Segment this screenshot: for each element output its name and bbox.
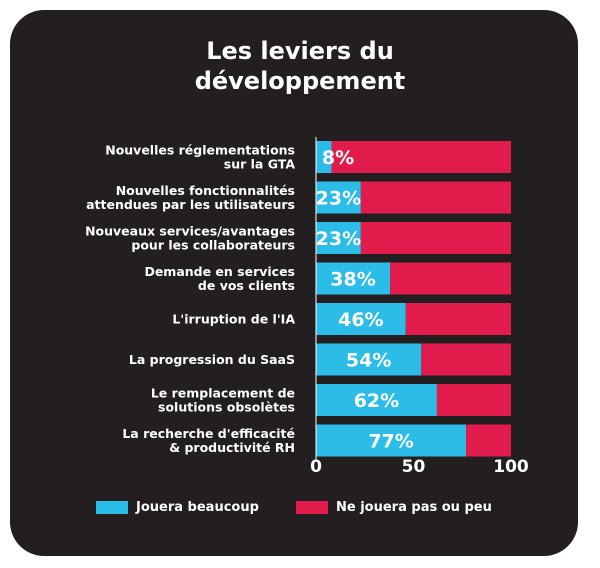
category-label-7-line-0: La recherche d'efficacité [122,426,295,441]
bar-ne-jouera-pas-7 [466,424,511,457]
category-label-2-line-1: pour les collaborateurs [131,238,295,253]
bar-jouera-beaucoup-6 [316,384,437,416]
bar-ne-jouera-pas-0 [331,141,511,173]
category-label-2-line-0: Nouveaux services/avantages [85,224,295,239]
category-label-3-line-1: de vos clients [198,278,295,293]
bar-ne-jouera-pas-6 [436,384,511,416]
bar-ne-jouera-pas-4 [405,303,511,335]
bar-jouera-beaucoup-5 [316,343,422,376]
category-label-3-line-0: Demande en services [144,264,295,279]
bar-value-label-2: 23% [316,228,361,250]
legend-item-ne-jouera-pas: Ne jouera pas ou peu [296,497,492,517]
bar-ne-jouera-pas-1 [360,181,511,214]
bar-value-label-4: 46% [338,309,383,331]
legend-swatch-ne-jouera-pas [296,500,328,514]
bar-jouera-beaucoup-4 [316,303,406,335]
bar-value-label-0: 8% [322,147,354,169]
bar-ne-jouera-pas-3 [390,262,511,295]
bar-jouera-beaucoup-2 [316,222,361,254]
category-label-6-line-1: solutions obsolètes [158,400,295,415]
category-label-7-line-1: & productivité RH [169,440,295,455]
category-label-4-line-0: L'irruption de l'IA [172,312,295,327]
bar-value-label-1: 23% [316,188,361,210]
category-label-6-line-0: Le remplacement de [151,386,295,401]
x-tick-label-100: 100 [493,457,529,477]
bar-value-label-6: 62% [354,390,399,412]
category-label-0-line-0: Nouvelles réglementations [105,143,295,158]
bar-ne-jouera-pas-5 [421,343,511,376]
category-label-1-line-0: Nouvelles fonctionnalités [116,183,295,198]
legend-label-jouera-beaucoup: Jouera beaucoup [136,499,259,515]
bar-ne-jouera-pas-2 [360,222,511,254]
legend-swatch-jouera-beaucoup [96,500,128,514]
category-label-5-line-0: La progression du SaaS [129,352,295,367]
category-label-0-line-1: sur la GTA [224,157,296,172]
legend-item-jouera-beaucoup: Jouera beaucoup [96,497,259,517]
bar-value-label-5: 54% [346,350,391,372]
bar-jouera-beaucoup-7 [316,424,467,457]
chart-title-line-2: développement [194,67,406,95]
x-tick-label-0: 0 [310,457,322,477]
chart-title-line-1: Les leviers du [206,37,394,65]
x-tick-label-50: 50 [402,457,426,477]
chart-title: Les leviers du développement [0,36,600,96]
bar-value-label-7: 77% [368,431,413,453]
legend-label-ne-jouera-pas: Ne jouera pas ou peu [336,499,492,515]
bar-jouera-beaucoup-1 [316,181,361,214]
bar-jouera-beaucoup-0 [316,141,332,173]
bar-jouera-beaucoup-3 [316,262,391,295]
category-label-1-line-1: attendues par les utilisateurs [86,197,295,212]
bar-value-label-3: 38% [330,269,375,291]
